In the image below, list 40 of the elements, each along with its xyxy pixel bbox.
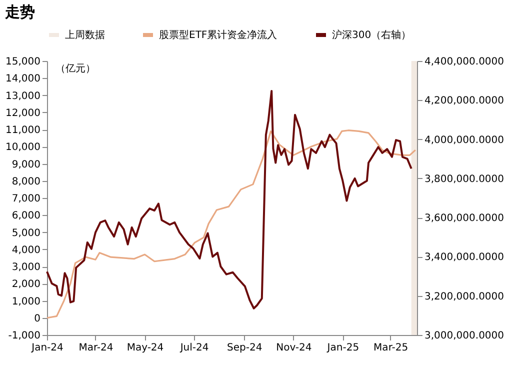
- y-tick-label: 13,000: [6, 90, 40, 102]
- y-tick-label: -1,000: [8, 330, 40, 342]
- y-tick-label: 12,000: [6, 108, 40, 119]
- y-tick-label: 7,000: [12, 194, 40, 204]
- y-tick-label: 2,000: [12, 279, 40, 290]
- y2-tick-label: 3,200,000.0000: [424, 291, 504, 302]
- y-tick-label: 1,000: [12, 296, 40, 308]
- y-tick-label: 14,000: [6, 74, 40, 85]
- y2-tick-label: 4,000,000.0000: [424, 134, 504, 146]
- legend-label: 沪深300（右轴）: [332, 29, 412, 41]
- y-tick-label: 10,000: [6, 142, 40, 154]
- x-tick-label: Mar-24: [78, 342, 114, 354]
- x-tick-label: Jul-24: [179, 342, 209, 354]
- y-tick-label: 9,000: [12, 159, 40, 170]
- y-tick-label: 5,000: [12, 228, 40, 239]
- y2-tick-label: 3,800,000.0000: [424, 174, 504, 185]
- x-tick-label: Sep-24: [227, 342, 262, 354]
- y2-tick-label: 3,400,000.0000: [424, 252, 504, 264]
- y2-tick-label: 3,600,000.0000: [424, 213, 504, 224]
- x-tick-label: Jan-25: [326, 342, 360, 354]
- x-tick-label: Jan-24: [30, 342, 64, 354]
- line-series: [46, 90, 412, 310]
- y-tick-label: 3,000: [12, 262, 40, 273]
- y-tick-label: 11,000: [6, 125, 40, 136]
- y2-tick-label: 4,400,000.0000: [424, 56, 504, 68]
- x-tick-label: Nov-24: [276, 342, 312, 354]
- chart-title: 走势: [4, 3, 36, 21]
- y-axis-title: （亿元）: [56, 64, 96, 74]
- y-tick-label: 15,000: [6, 56, 40, 68]
- y2-tick-label: 3,000,000.0000: [424, 330, 504, 342]
- y-tick-label: 0: [34, 313, 40, 324]
- y-tick-label: 6,000: [12, 210, 40, 222]
- x-tick-label: Mar-25: [374, 342, 408, 354]
- y-tick-label: 8,000: [12, 176, 40, 188]
- line-series: [46, 130, 416, 319]
- legend-label: 上周数据: [65, 29, 105, 41]
- x-tick-label: May-24: [126, 342, 164, 354]
- legend-label: 股票型ETF累计资金净流入: [159, 29, 278, 41]
- y-tick-label: 4,000: [12, 244, 40, 256]
- y2-tick-label: 4,200,000.0000: [424, 96, 504, 107]
